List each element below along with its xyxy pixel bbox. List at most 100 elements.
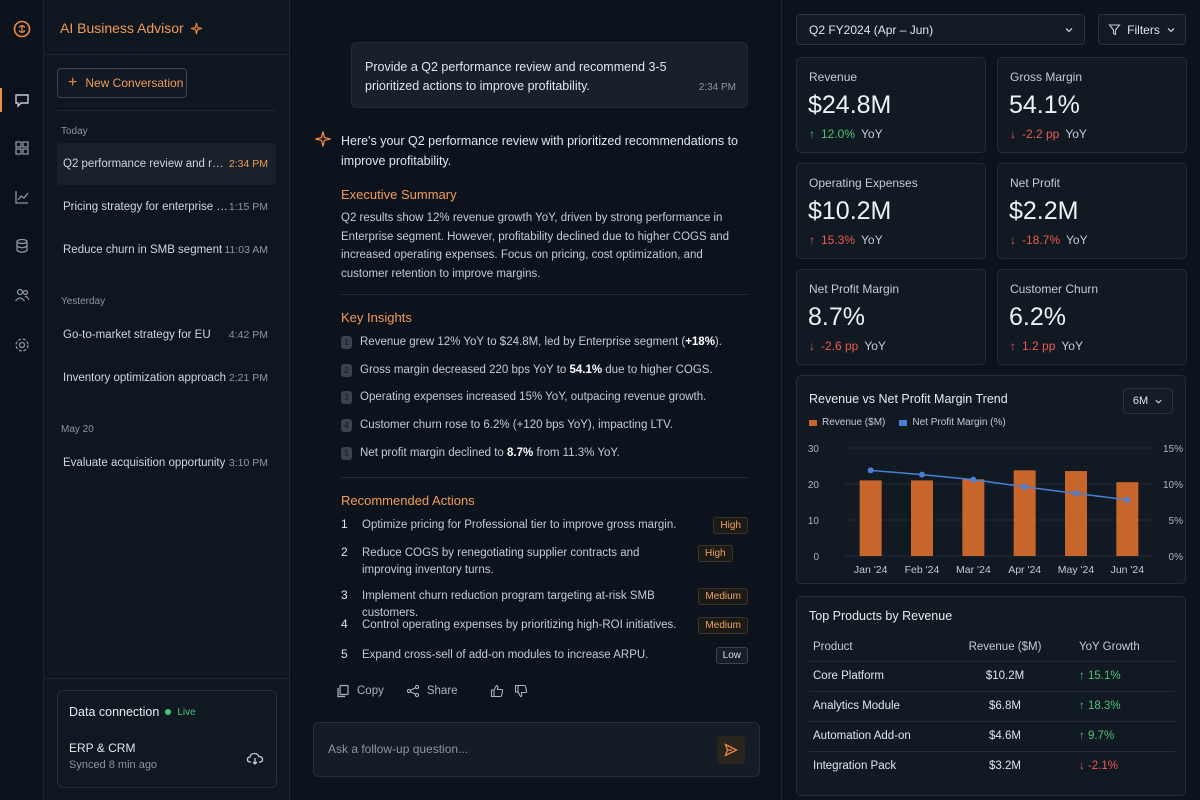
database-icon[interactable]	[0, 226, 44, 266]
send-icon	[724, 743, 738, 757]
insight-number: 1	[341, 335, 352, 349]
follow-up-input[interactable]: Ask a follow-up question...	[313, 722, 760, 777]
sync-status: Synced 8 min ago	[69, 759, 158, 771]
insight-item: 1 Revenue grew 12% YoY to $24.8M, led by…	[341, 333, 722, 351]
share-icon	[406, 684, 420, 698]
cloud-sync-icon[interactable]	[246, 749, 264, 767]
priority-badge: High	[698, 545, 733, 562]
conversation-item[interactable]: Evaluate acquisition opportunity 3:10 PM	[63, 457, 268, 469]
chat-icon[interactable]	[0, 80, 44, 120]
ai-intro-text: Here's your Q2 performance review with p…	[341, 134, 738, 168]
arrow-up-icon: ↑	[1079, 730, 1088, 742]
revenue-bar	[911, 480, 933, 556]
table-title: Top Products by Revenue	[809, 609, 953, 623]
new-conversation-button[interactable]: + New Conversation	[57, 68, 187, 98]
filter-icon	[1108, 24, 1121, 36]
column-header: YoY Growth	[1079, 641, 1140, 653]
margin-point	[867, 467, 874, 474]
user-message: Provide a Q2 performance review and reco…	[351, 42, 748, 108]
table-row[interactable]: Analytics Module $6.8M ↑ 18.3%	[809, 691, 1175, 721]
conversation-item[interactable]: Pricing strategy for enterprise seg... 1…	[63, 201, 268, 213]
divider	[44, 54, 290, 55]
action-item: 2 Reduce COGS by renegotiating supplier …	[341, 545, 748, 579]
margin-line	[870, 469, 1128, 501]
ai-sparkle-icon	[314, 130, 332, 148]
arrow-up-icon: ↑	[809, 233, 815, 247]
table-row[interactable]: Core Platform $10.2M ↑ 15.1%	[809, 661, 1175, 691]
x-tick-label: Jun '24	[1111, 564, 1145, 576]
kpi-card-gross-margin[interactable]: Gross Margin 54.1% ↓ -2.2 pp YoY	[997, 57, 1187, 153]
arrow-down-icon: ↓	[1010, 127, 1016, 141]
action-item: 5 Expand cross-sell of add-on modules to…	[341, 647, 748, 664]
arrow-up-icon: ↑	[1079, 670, 1088, 682]
icon-rail	[0, 0, 44, 800]
action-item: 4 Control operating expenses by prioriti…	[341, 617, 748, 634]
thumbs-down-button[interactable]	[514, 684, 528, 698]
divider	[341, 294, 748, 295]
revenue-bar	[1013, 470, 1036, 556]
kpi-card-revenue[interactable]: Revenue $24.8M ↑ 12.0% YoY	[796, 57, 986, 153]
table-row[interactable]: Automation Add-on $4.6M ↑ 9.7%	[809, 721, 1175, 751]
insight-number: 2	[341, 363, 352, 377]
grid-icon[interactable]	[0, 128, 44, 168]
x-tick-label: Apr '24	[1008, 564, 1041, 576]
group-label-may-20: May 20	[61, 424, 94, 435]
app-title: AI Business Advisor	[60, 20, 203, 36]
column-header: Revenue ($M)	[968, 641, 1042, 653]
filters-button[interactable]: Filters	[1098, 14, 1186, 45]
y-right-tick-label: 0%	[1169, 552, 1184, 563]
period-select[interactable]: Q2 FY2024 (Apr – Jun)	[796, 14, 1085, 45]
table-row[interactable]: Integration Pack $3.2M ↓ -2.1%	[809, 751, 1175, 781]
legend-swatch	[809, 419, 817, 426]
insight-item: 5 Net profit margin declined to 8.7% fro…	[341, 444, 620, 462]
trend-chart: 0 10 20 30 0% 5% 10% 15% Jan '24 Feb '24 Mar '24 Ap…	[808, 444, 1184, 576]
send-button[interactable]	[717, 736, 745, 764]
y-left-tick-label: 10	[808, 516, 820, 527]
arrow-up-icon: ↑	[809, 127, 815, 141]
x-tick-label: Feb '24	[905, 564, 940, 576]
data-connection-title: Data connection Live	[69, 705, 196, 719]
trend-chart-card: Revenue vs Net Profit Margin Trend 6M Re…	[796, 375, 1186, 584]
conversation-item[interactable]: Reduce churn in SMB segment 11:03 AM	[63, 244, 268, 256]
copy-button[interactable]: Copy	[336, 684, 384, 698]
priority-badge: High	[713, 517, 748, 534]
kpi-card-net-profit[interactable]: Net Profit $2.2M ↓ -18.7% YoY	[997, 163, 1187, 259]
gear-icon[interactable]	[0, 325, 44, 365]
kpi-card-customer-churn[interactable]: Customer Churn 6.2% ↑ 1.2 pp YoY	[997, 269, 1187, 365]
users-icon[interactable]	[0, 275, 44, 315]
thumbs-down-icon	[514, 684, 527, 698]
sparkle-icon	[190, 22, 202, 34]
conversation-item[interactable]: Q2 performance review and recom... 2:34 …	[57, 143, 276, 185]
chevron-down-icon	[1167, 27, 1175, 32]
thumbs-up-button[interactable]	[490, 684, 504, 698]
kpi-card-net-profit-margin[interactable]: Net Profit Margin 8.7% ↓ -2.6 pp YoY	[796, 269, 986, 365]
margin-point	[1021, 483, 1028, 490]
arrow-down-icon: ↓	[1010, 233, 1016, 247]
action-item: 3 Implement churn reduction program targ…	[341, 588, 748, 622]
insight-number: 5	[341, 446, 352, 460]
conversation-sidebar: AI Business Advisor + New Conversation T…	[44, 0, 290, 800]
divider	[44, 678, 290, 679]
y-left-tick-label: 20	[808, 480, 820, 491]
range-select[interactable]: 6M	[1123, 388, 1173, 414]
kpi-card-operating-expenses[interactable]: Operating Expenses $10.2M ↑ 15.3% YoY	[796, 163, 986, 259]
conversation-item[interactable]: Inventory optimization approach 2:21 PM	[63, 372, 268, 384]
insight-number: 4	[341, 418, 352, 432]
chat-panel: Provide a Q2 performance review and reco…	[290, 0, 782, 800]
y-right-tick-label: 10%	[1163, 480, 1183, 491]
arrow-down-icon: ↓	[809, 339, 815, 353]
message-time: 2:34 PM	[698, 82, 736, 93]
legend-item-margin: Net Profit Margin (%)	[899, 417, 1006, 428]
arrow-up-icon: ↑	[1079, 700, 1088, 712]
priority-badge: Low	[715, 647, 748, 664]
revenue-bar	[962, 479, 985, 556]
margin-point	[970, 476, 977, 483]
top-products-card: Top Products by Revenue Product Revenue …	[796, 596, 1186, 796]
conversation-item[interactable]: Go-to-market strategy for EU 4:42 PM	[63, 329, 268, 341]
message-actions: Copy Share	[336, 684, 528, 698]
group-label-yesterday: Yesterday	[61, 296, 106, 307]
executive-summary-text: Q2 results show 12% revenue growth YoY, …	[341, 212, 730, 280]
share-button[interactable]: Share	[406, 684, 458, 698]
chart-icon[interactable]	[0, 177, 44, 217]
chart-legend: Revenue ($M) Net Profit Margin (%)	[809, 417, 1006, 428]
